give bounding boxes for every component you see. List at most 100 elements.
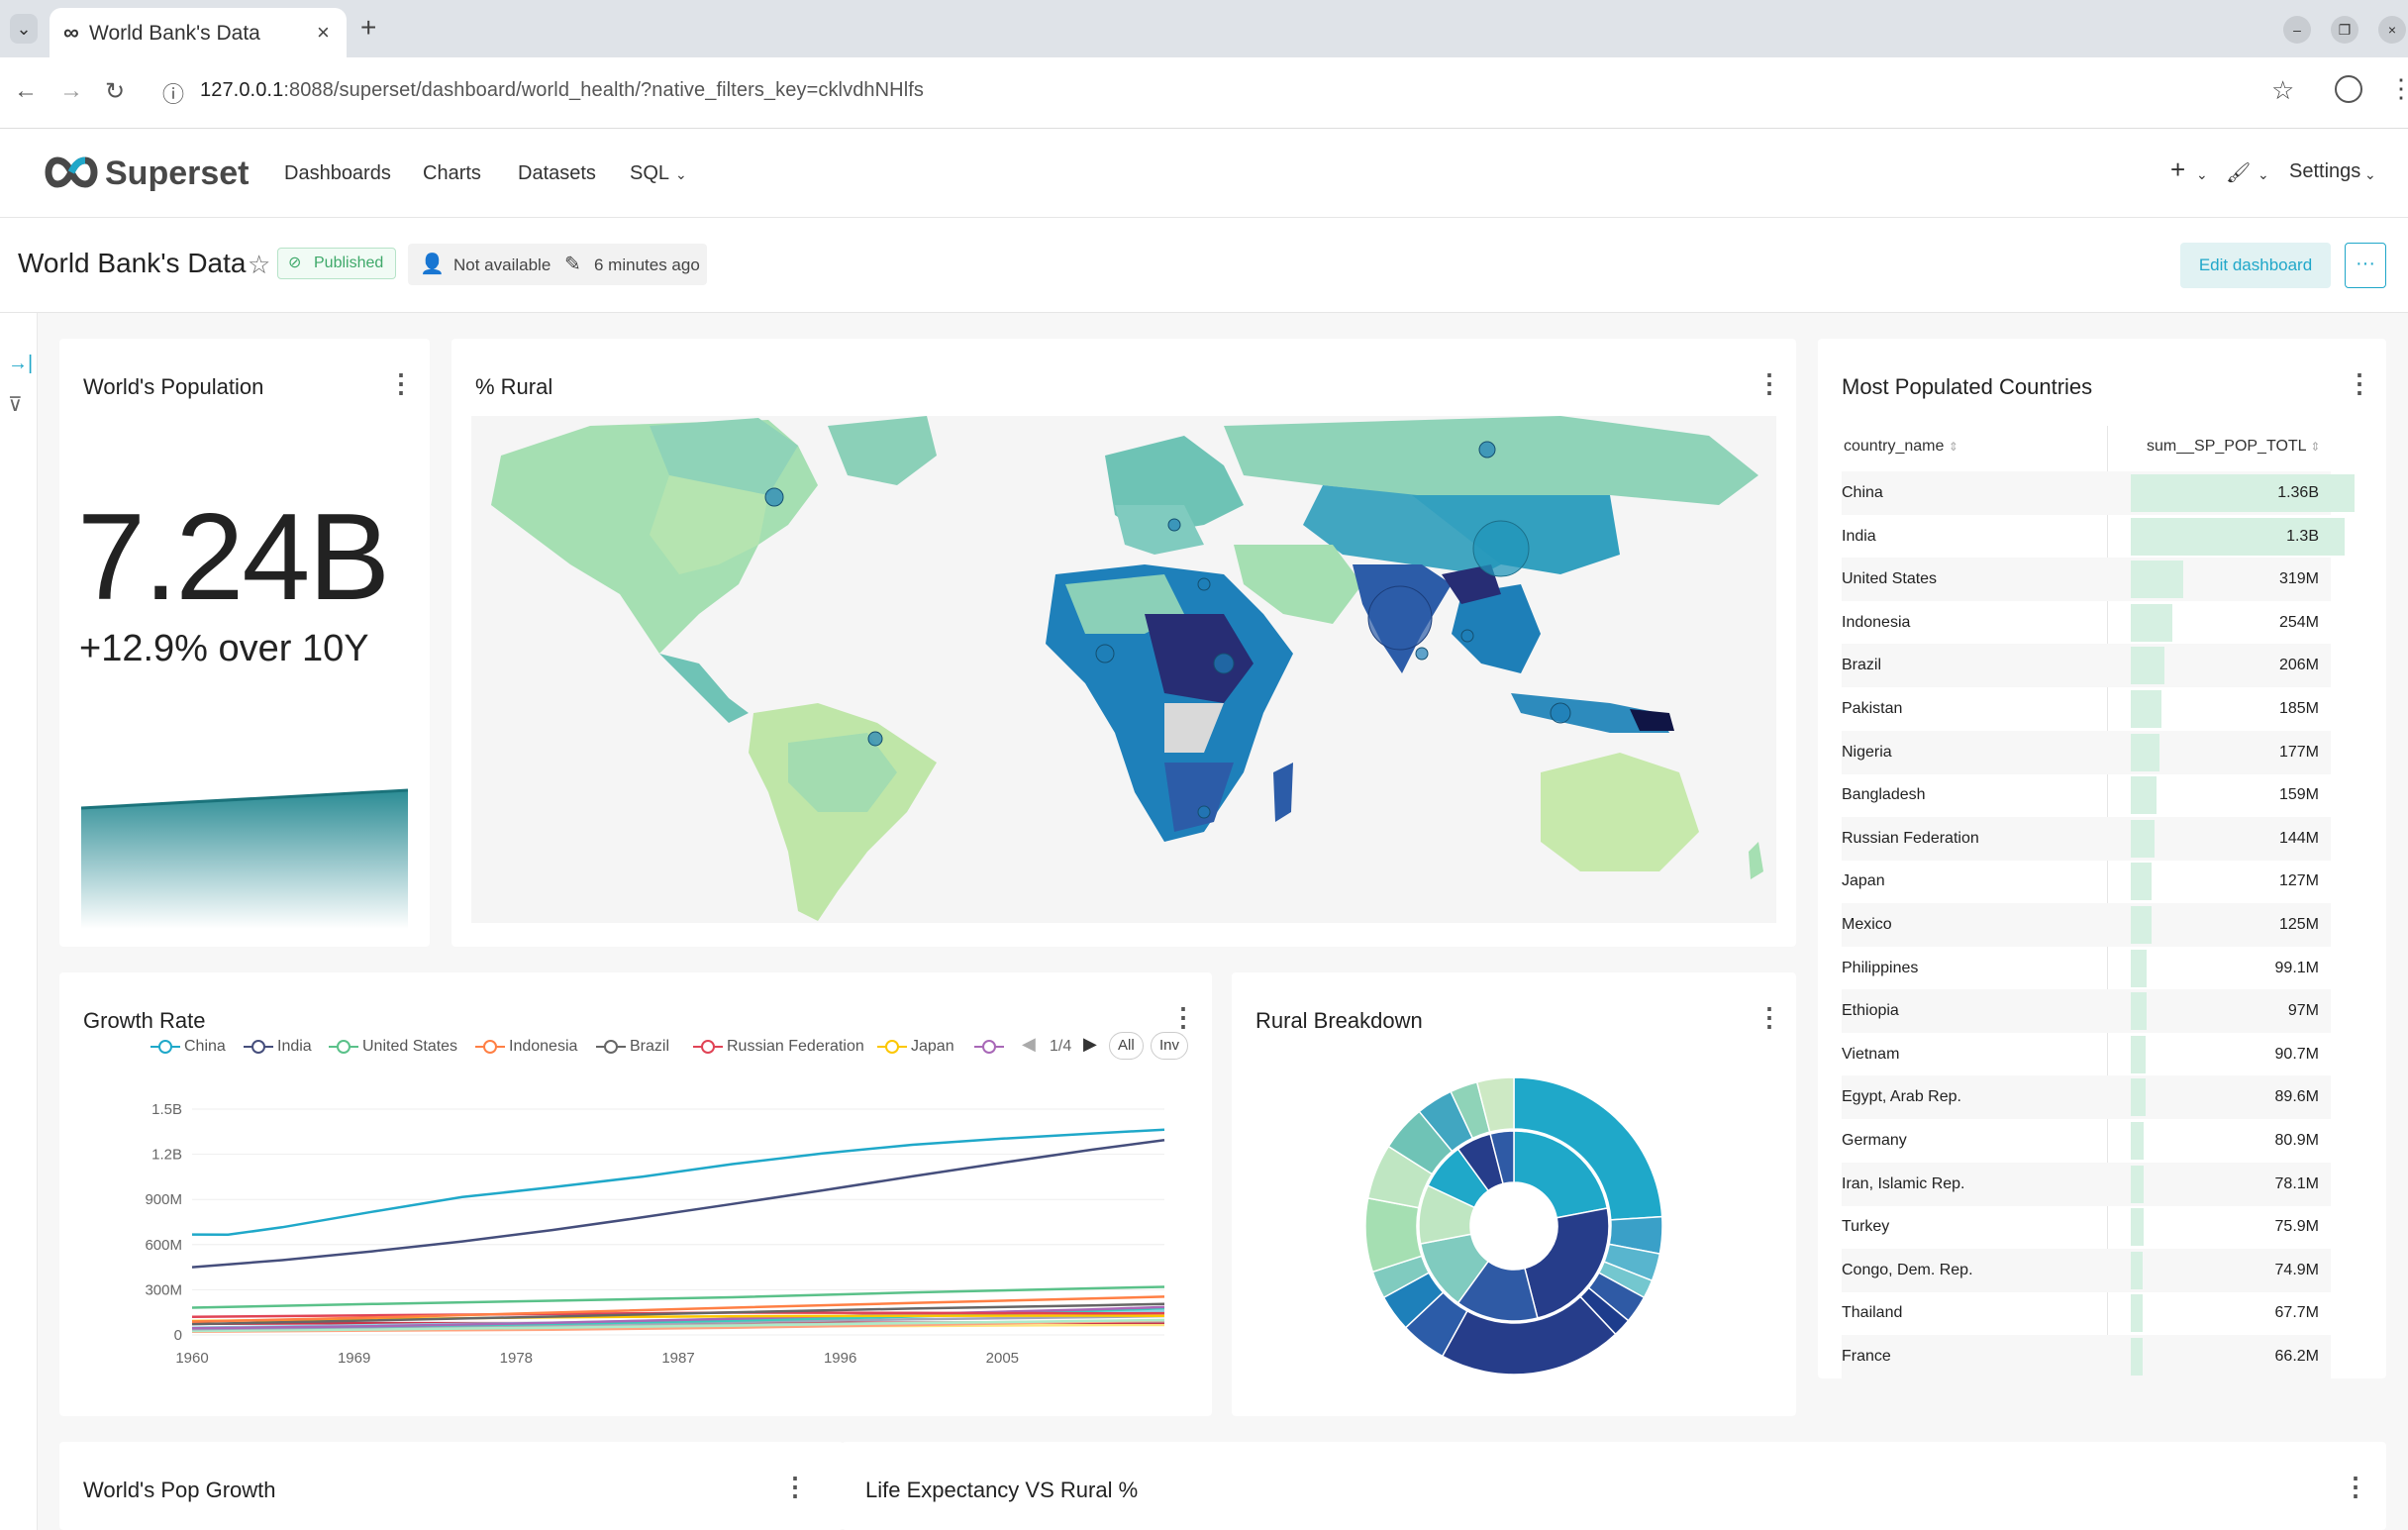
column-header-country[interactable]: country_name ⇕ xyxy=(1844,438,1958,455)
status-badge[interactable]: ⊘ Published xyxy=(277,248,397,279)
url-field[interactable]: 127.0.0.1:8088/superset/dashboard/world_… xyxy=(200,79,925,101)
reload-icon[interactable]: ↻ xyxy=(105,78,126,105)
table-row[interactable]: Ethiopia 97M xyxy=(1842,989,2331,1034)
favorite-star-icon[interactable]: ☆ xyxy=(248,250,271,279)
table-row[interactable]: Mexico 125M xyxy=(1842,903,2331,947)
sunburst-segment[interactable] xyxy=(1513,1076,1662,1221)
series-line[interactable] xyxy=(191,1295,1165,1323)
legend-item[interactable] xyxy=(974,1038,1008,1056)
country-name-cell: United States xyxy=(1842,570,1938,588)
expand-filters-icon[interactable]: →| xyxy=(8,353,34,374)
table-row[interactable]: Bangladesh 159M xyxy=(1842,773,2331,817)
card-menu-icon[interactable]: ⋮ xyxy=(1170,1002,1196,1032)
table-row[interactable]: Germany 80.9M xyxy=(1842,1119,2331,1163)
dashboard-title[interactable]: World Bank's Data xyxy=(18,248,247,278)
close-window-icon[interactable]: × xyxy=(2378,16,2406,44)
table-row[interactable]: United States 319M xyxy=(1842,558,2331,602)
legend-item[interactable]: Indonesia xyxy=(475,1038,577,1056)
sunburst-chart[interactable] xyxy=(1365,1068,1662,1384)
sunburst-segment[interactable] xyxy=(1513,1130,1609,1219)
browser-menu-icon[interactable]: ⋮ xyxy=(2388,73,2408,103)
table-row[interactable]: Vietnam 90.7M xyxy=(1842,1033,2331,1076)
table-row[interactable]: Nigeria 177M xyxy=(1842,730,2331,774)
theme-chevron-down-icon[interactable]: ⌄ xyxy=(2258,166,2269,182)
sunburst-segment[interactable] xyxy=(1489,1130,1515,1185)
browser-tab[interactable]: ∞ World Bank's Data × xyxy=(50,8,347,57)
settings-menu[interactable]: Settings xyxy=(2289,160,2361,182)
series-line[interactable] xyxy=(191,1305,1165,1330)
legend-item[interactable]: Japan xyxy=(877,1038,954,1056)
world-choropleth-map[interactable] xyxy=(471,416,1776,923)
table-row[interactable]: Brazil 206M xyxy=(1842,644,2331,688)
legend-marker-icon xyxy=(150,1039,180,1054)
nav-charts[interactable]: Charts xyxy=(423,162,481,184)
edit-dashboard-button[interactable]: Edit dashboard xyxy=(2180,243,2331,288)
site-info-icon[interactable]: ⓘ xyxy=(162,82,185,107)
table-row[interactable]: Iran, Islamic Rep. 78.1M xyxy=(1842,1162,2331,1206)
profile-icon[interactable] xyxy=(2335,75,2362,103)
nav-datasets[interactable]: Datasets xyxy=(518,162,596,184)
bookmark-star-icon[interactable]: ☆ xyxy=(2271,75,2295,105)
close-tab-icon[interactable]: × xyxy=(317,20,330,45)
table-row[interactable]: Egypt, Arab Rep. 89.6M xyxy=(1842,1075,2331,1120)
card-menu-icon[interactable]: ⋮ xyxy=(388,368,414,398)
table-row[interactable]: Philippines 99.1M xyxy=(1842,947,2331,990)
more-options-button[interactable]: ··· xyxy=(2345,243,2386,288)
back-icon[interactable]: ← xyxy=(14,77,38,104)
tab-list-button[interactable]: ⌄ xyxy=(10,14,38,44)
table-row[interactable]: Turkey 75.9M xyxy=(1842,1205,2331,1249)
add-chevron-down-icon[interactable]: ⌄ xyxy=(2196,166,2208,182)
legend-item[interactable]: China xyxy=(150,1038,226,1056)
growth-line-chart[interactable]: 0 300M 600M 900M 1.2B 1.5B 1960 1969 1978 1987 199… xyxy=(59,972,1212,1416)
card-menu-icon[interactable]: ⋮ xyxy=(2343,1472,2368,1501)
table-row[interactable]: Japan 127M xyxy=(1842,860,2331,903)
value-bar xyxy=(2131,992,2148,1031)
card-menu-icon[interactable]: ⋮ xyxy=(1756,1002,1782,1032)
series-line[interactable] xyxy=(191,1285,1165,1309)
table-row[interactable]: China 1.36B xyxy=(1842,471,2355,515)
nav-sql[interactable]: SQL xyxy=(630,162,670,184)
add-new-icon[interactable]: + xyxy=(2170,154,2186,184)
table-row[interactable]: Pakistan 185M xyxy=(1842,687,2331,731)
table-row[interactable]: Indonesia 254M xyxy=(1842,601,2331,645)
country-name-cell: Iran, Islamic Rep. xyxy=(1842,1174,1965,1192)
superset-logo[interactable]: Superset xyxy=(40,153,250,197)
table-row[interactable]: Thailand 67.7M xyxy=(1842,1291,2331,1335)
legend-select-all-button[interactable]: All xyxy=(1109,1032,1144,1060)
column-header-population[interactable]: sum__SP_POP_TOTL ⇕ xyxy=(2147,438,2321,455)
card-menu-icon[interactable]: ⋮ xyxy=(2347,368,2372,398)
legend-item[interactable]: United States xyxy=(329,1038,457,1056)
series-line[interactable] xyxy=(191,1128,1165,1237)
legend-item[interactable]: India xyxy=(244,1038,312,1056)
sql-chevron-down-icon[interactable]: ⌄ xyxy=(675,166,687,182)
table-row[interactable]: France 66.2M xyxy=(1842,1335,2331,1378)
value-bar xyxy=(2131,906,2152,944)
legend-prev-icon[interactable]: ◀ xyxy=(1022,1034,1036,1054)
series-line[interactable] xyxy=(191,1302,1165,1326)
card-menu-icon[interactable]: ⋮ xyxy=(782,1472,808,1501)
forward-icon[interactable]: → xyxy=(59,77,83,104)
settings-chevron-down-icon[interactable]: ⌄ xyxy=(2364,166,2376,182)
filter-icon[interactable]: ⊽ xyxy=(8,394,23,416)
legend-invert-button[interactable]: Inv xyxy=(1151,1032,1189,1060)
new-tab-icon[interactable]: + xyxy=(360,12,377,43)
table-row[interactable]: India 1.3B xyxy=(1842,515,2346,559)
legend-item[interactable]: Russian Federation xyxy=(693,1038,864,1056)
minimize-icon[interactable]: – xyxy=(2283,16,2311,44)
nav-dashboards[interactable]: Dashboards xyxy=(284,162,391,184)
legend-next-icon[interactable]: ▶ xyxy=(1083,1034,1097,1054)
sunburst-segment[interactable] xyxy=(1524,1207,1610,1319)
legend-item[interactable]: Brazil xyxy=(596,1038,669,1056)
theme-brush-icon[interactable]: 🖌 xyxy=(2226,162,2252,184)
restore-icon[interactable]: ❐ xyxy=(2331,16,2358,44)
card-menu-icon[interactable]: ⋮ xyxy=(1756,368,1782,398)
country-name-cell: Philippines xyxy=(1842,959,1919,976)
series-line[interactable] xyxy=(191,1138,1165,1269)
table-row[interactable]: Congo, Dem. Rep. 74.9M xyxy=(1842,1248,2331,1292)
value-bar xyxy=(2131,690,2161,728)
big-number-value: 7.24B xyxy=(77,489,390,626)
value-bar xyxy=(2131,603,2173,642)
table-row[interactable]: Russian Federation 144M xyxy=(1842,816,2331,861)
sunburst-segment[interactable] xyxy=(1475,1076,1515,1133)
series-line[interactable] xyxy=(191,1318,1165,1333)
